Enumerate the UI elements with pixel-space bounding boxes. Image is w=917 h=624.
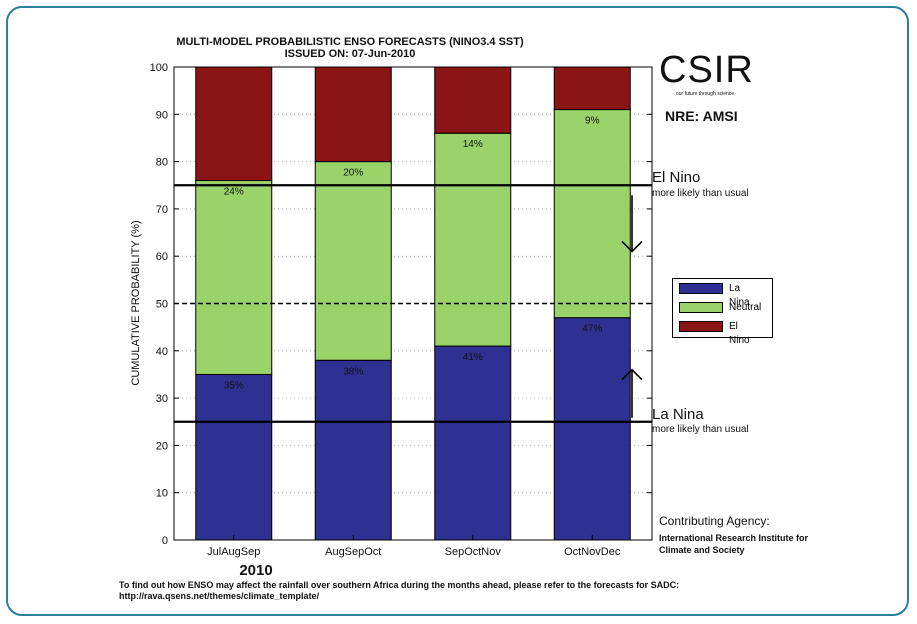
csir-logo: CSIR: [659, 49, 754, 91]
y-tick-label: 40: [156, 346, 168, 358]
y-tick-label: 60: [156, 251, 168, 263]
bar-el-nino: [195, 66, 273, 182]
contributing-agency-name: International Research Institute for Cli…: [659, 533, 809, 555]
y-tick-label: 0: [162, 535, 168, 547]
footer-link[interactable]: http://rava.qsens.net/themes/climate_tem…: [119, 591, 320, 601]
bar-la-nina: [553, 317, 631, 541]
data-label-el-nino: 9%: [585, 116, 600, 127]
data-label-la-nina: 41%: [463, 352, 483, 363]
footer-note: To find out how ENSO may affect the rain…: [119, 580, 679, 602]
csir-tagline: our future through science: [676, 91, 735, 97]
nre-label: NRE: AMSI: [665, 108, 738, 124]
bar-el-nino: [553, 66, 631, 111]
la-nina-annotation-title: La Nina: [652, 406, 704, 423]
bar-la-nina: [195, 373, 273, 541]
legend: La Nina Neutral El Nino: [672, 278, 773, 346]
bar-la-nina: [314, 359, 392, 541]
y-tick-label: 80: [156, 157, 168, 169]
x-tick-label: AugSepOct: [325, 546, 381, 558]
bar-el-nino: [434, 66, 512, 134]
legend-swatch: [679, 321, 723, 332]
data-label-el-nino: 14%: [463, 139, 483, 150]
el-nino-annotation-title: El Nino: [652, 169, 700, 186]
y-tick-label: 30: [156, 393, 168, 405]
y-tick-label: 90: [156, 109, 168, 121]
legend-label: El Nino: [729, 321, 750, 346]
bar-neutral: [434, 132, 512, 347]
contributing-agency-label: Contributing Agency:: [659, 514, 770, 528]
data-label-la-nina: 47%: [582, 324, 602, 335]
y-tick-label: 20: [156, 440, 168, 452]
y-tick-label: 50: [156, 299, 168, 311]
x-tick-label: SepOctNov: [445, 546, 502, 558]
bar-la-nina: [434, 345, 512, 541]
chart-title: MULTI-MODEL PROBABILISTIC ENSO FORECASTS…: [176, 36, 524, 48]
data-label-la-nina: 35%: [224, 380, 244, 391]
data-label-el-nino: 24%: [224, 187, 244, 198]
legend-swatch: [679, 283, 723, 294]
bar-el-nino: [314, 66, 392, 163]
arrow-up-icon: [621, 368, 643, 418]
x-tick-label: OctNovDec: [564, 546, 621, 558]
y-axis-label: CUMULATIVE PROBABILITY (%): [130, 220, 142, 385]
el-nino-annotation-subtitle: more likely than usual: [652, 188, 749, 199]
data-label-el-nino: 20%: [343, 168, 363, 179]
legend-swatch: [679, 302, 723, 313]
bar-neutral: [195, 180, 273, 375]
y-tick-label: 10: [156, 488, 168, 500]
y-tick-label: 70: [156, 204, 168, 216]
bar-neutral: [314, 161, 392, 361]
year-label: 2010: [239, 562, 272, 579]
footer-text: To find out how ENSO may affect the rain…: [119, 580, 680, 590]
issued-date: ISSUED ON: 07-Jun-2010: [284, 48, 416, 60]
bar-neutral: [553, 109, 631, 319]
legend-label: Neutral: [729, 302, 762, 313]
arrow-down-icon: [621, 195, 643, 253]
x-tick-label: JulAugSep: [207, 546, 260, 558]
y-tick-label: 100: [150, 62, 168, 74]
data-label-la-nina: 38%: [343, 366, 363, 377]
legend-label: La Nina: [729, 283, 750, 308]
la-nina-annotation-subtitle: more likely than usual: [652, 424, 749, 435]
